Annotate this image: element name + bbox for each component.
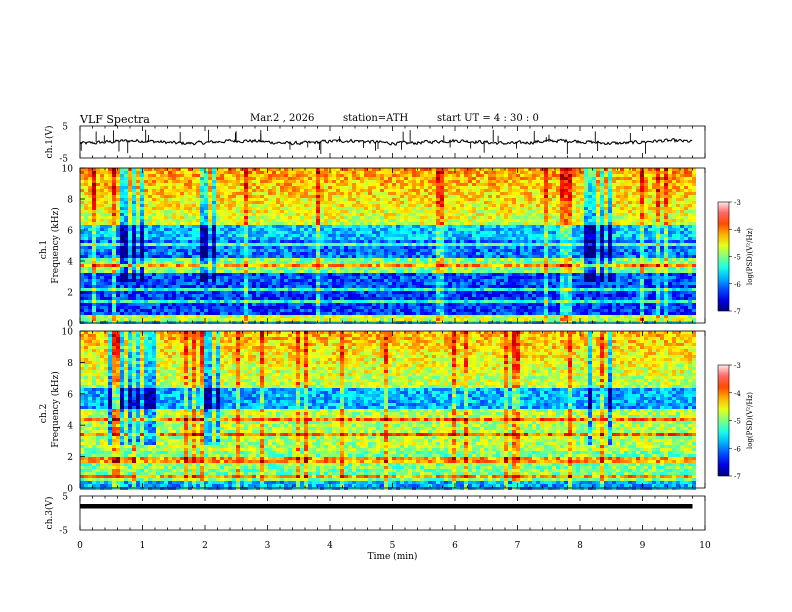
time-ticks — [79, 331, 706, 488]
x-axis-label: Time (min) — [368, 551, 418, 562]
y-tick-label: 6 — [67, 390, 73, 400]
y-axis-label: Frequency (kHz) — [50, 207, 61, 284]
y-tick-label: 0 — [67, 485, 73, 495]
x-tick-label: 1 — [140, 541, 146, 551]
y-tick-label: 2 — [67, 289, 73, 299]
colorbar-tick-label: -7 — [734, 308, 741, 316]
spectrogram-cells — [80, 168, 696, 324]
x-tick-label: 5 — [390, 541, 396, 551]
colorbar-tick-label: -6 — [734, 281, 741, 289]
x-tick-label: 8 — [577, 541, 583, 551]
time-ticks — [79, 126, 706, 158]
series-line — [79, 138, 693, 146]
x-tick-label: 3 — [265, 541, 271, 551]
x-tick-label: 9 — [640, 541, 646, 551]
y-tick-label: -5 — [59, 155, 68, 165]
x-tick-label: 7 — [515, 541, 521, 551]
y-tick-label: 4 — [67, 422, 73, 432]
station-label: station=ATH — [343, 113, 409, 124]
y-tick-label: 4 — [67, 258, 73, 268]
colorbar-tick-label: -3 — [734, 362, 741, 370]
colorbar-tick-label: -4 — [734, 226, 741, 234]
y-tick-label: 5 — [62, 123, 68, 133]
y-axis-label: Frequency (kHz) — [50, 371, 61, 448]
time-ticks — [79, 168, 706, 323]
x-tick-label: 6 — [452, 541, 458, 551]
y-axis-label: ch.1(V) — [44, 126, 55, 159]
x-tick-label: 10 — [699, 541, 711, 551]
colorbar — [717, 364, 730, 477]
y-tick-label: 8 — [67, 196, 73, 206]
colorbar-label: log(PSD)(V²/Hz) — [746, 228, 754, 285]
spectrogram-cells — [80, 331, 696, 490]
date-label: Mar.2 , 2026 — [250, 113, 315, 124]
colorbar — [717, 201, 730, 312]
colorbar-tick-label: -5 — [734, 254, 741, 262]
colorbar-tick-label: -4 — [734, 390, 741, 398]
chart-title: VLF Spectra — [80, 113, 150, 126]
colorbar-label: log(PSD)(V²/Hz) — [746, 392, 754, 449]
time-ticks — [79, 496, 706, 530]
y-axis-label: ch.3(V) — [44, 497, 55, 530]
y-tick-label: 5 — [62, 493, 68, 503]
channel-label: ch.2 — [39, 404, 49, 423]
y-tick-label: 10 — [62, 165, 74, 175]
panel-frame — [79, 495, 706, 531]
channel-label: ch.1 — [39, 240, 49, 259]
colorbar-tick-label: -6 — [734, 445, 741, 453]
y-tick-label: 2 — [67, 453, 73, 463]
y-tick-label: -5 — [59, 527, 68, 537]
colorbar-tick-label: -7 — [734, 473, 741, 481]
x-tick-label: 2 — [202, 541, 208, 551]
y-tick-label: 0 — [67, 320, 73, 330]
colorbar-tick-label: -5 — [734, 418, 741, 426]
x-tick-label: 4 — [327, 541, 333, 551]
y-tick-label: 8 — [67, 359, 73, 369]
start-time-label: start UT = 4 : 30 : 0 — [437, 113, 539, 124]
x-tick-label: 0 — [77, 541, 83, 551]
colorbar-tick-label: -3 — [734, 199, 741, 207]
panel-frame — [79, 125, 706, 159]
y-tick-label: 6 — [67, 227, 73, 237]
y-tick-label: 10 — [62, 328, 74, 338]
